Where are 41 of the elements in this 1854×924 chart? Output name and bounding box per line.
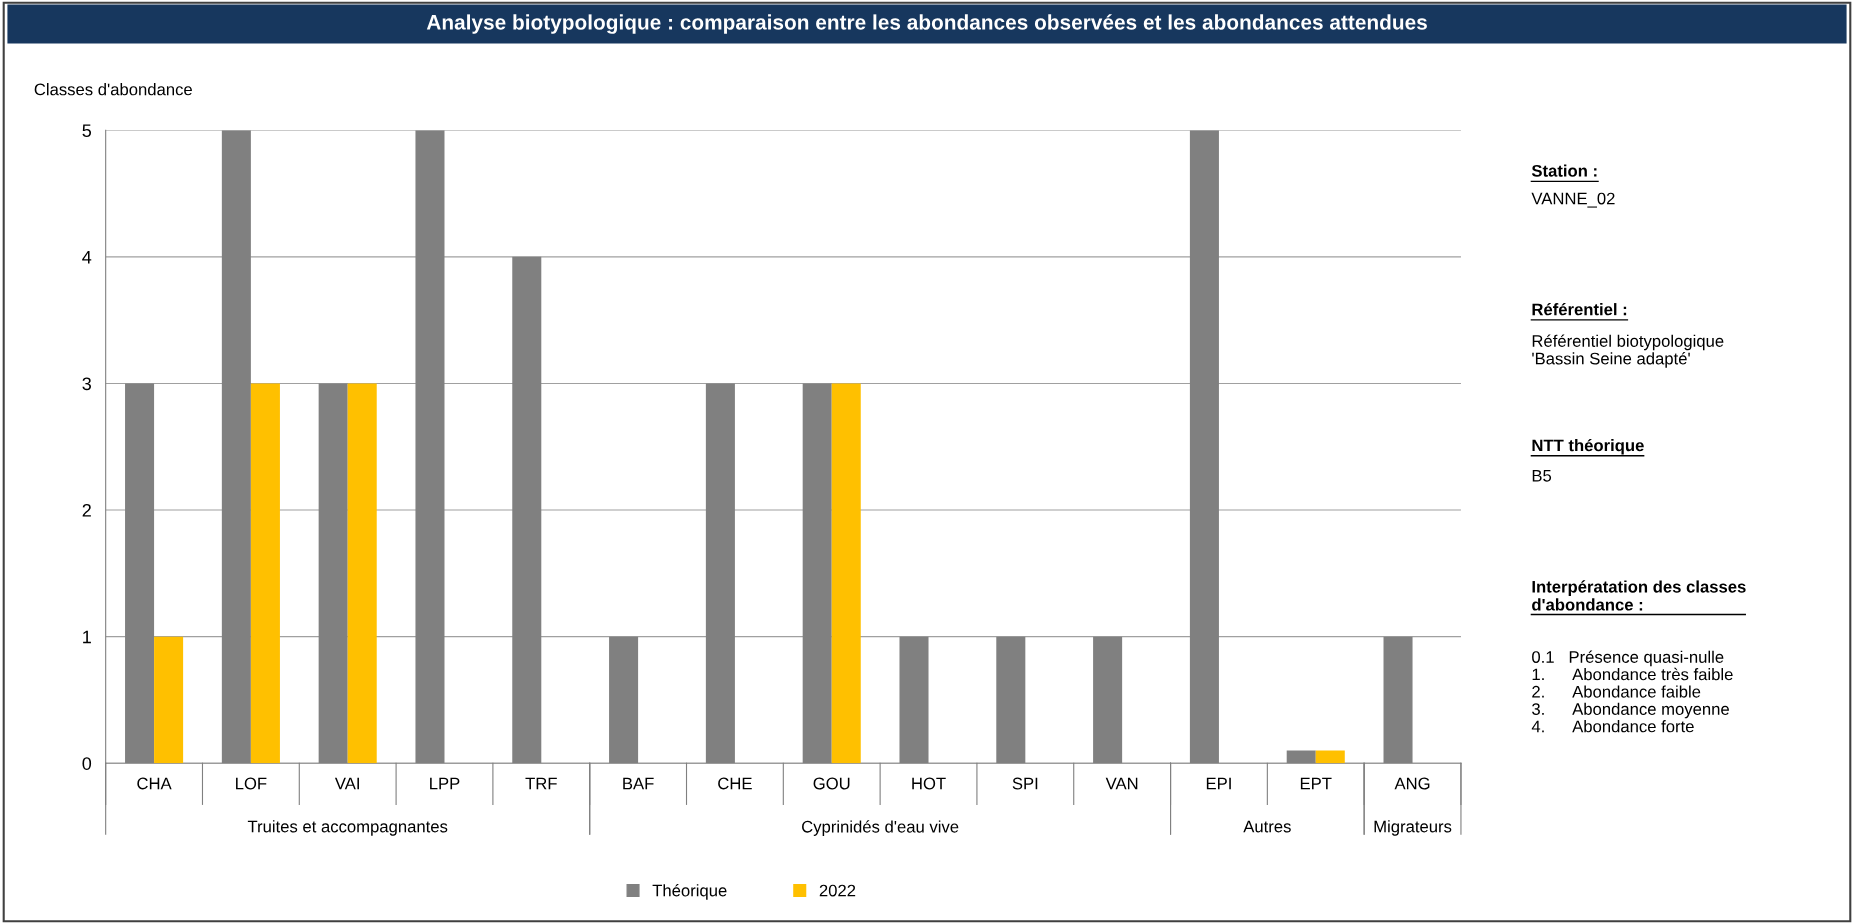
x-tick-label: VAN — [1105, 777, 1138, 790]
x-tick-label: TRF — [525, 777, 557, 790]
x-tick-label: LOF — [236, 777, 267, 790]
bar — [250, 383, 280, 764]
x-tick-label: ANG — [1394, 777, 1430, 790]
chart-title: Analyse biotypologique : comparaison entre les abondances observées et les abondances attendues — [426, 14, 1427, 34]
text: NTT théorique — [1532, 438, 1644, 455]
bar — [154, 636, 184, 764]
text: Truites et accompagnantes — [247, 820, 448, 836]
x-tick-label: CHE — [718, 777, 752, 790]
legend-label: 2022 — [819, 884, 856, 897]
x-tick-label: SPI — [1012, 777, 1038, 790]
legend-label: Théorique — [652, 884, 727, 900]
text: Référentiel biotypologique 'Bassin Seine adapté' — [1532, 334, 1724, 368]
text: Migrateurs — [1374, 820, 1452, 836]
text: Interpératation des classes d'abondance : — [1532, 580, 1746, 611]
bar — [831, 383, 861, 764]
x-tick-label: EPI — [1206, 777, 1231, 790]
x-tick-label: CHA — [137, 777, 172, 790]
y-tick-label: 2 — [82, 503, 91, 517]
text: B5 — [1532, 470, 1552, 482]
x-tick-label: EPT — [1300, 777, 1332, 790]
text: Autres — [1243, 820, 1291, 833]
text: Station : — [1531, 164, 1597, 177]
bar — [1315, 750, 1345, 764]
y-axis-title: Classes d'abondance — [34, 83, 192, 96]
x-tick-label: VAI — [334, 777, 359, 790]
x-tick-label: HOT — [912, 777, 946, 790]
text: Référentiel : — [1532, 302, 1627, 316]
y-tick-label: 4 — [82, 250, 92, 264]
text: 0.1 Présence quasi-nulle 1. Abondance très faible 2. Abondance faible 3. Abondance moyenne 4. Abondance forte — [1531, 650, 1733, 733]
text: Cyprinidés d'eau vive — [802, 820, 959, 836]
y-tick-label: 0 — [82, 757, 92, 770]
bar — [347, 383, 377, 764]
x-tick-label: BAF — [623, 777, 654, 790]
y-tick-label: 5 — [82, 124, 92, 137]
x-tick-label: GOU — [813, 777, 850, 790]
x-tick-label: LPP — [430, 777, 460, 790]
y-tick-label: 1 — [83, 630, 91, 644]
text: VANNE_02 — [1531, 192, 1615, 208]
y-tick-label: 3 — [82, 377, 91, 391]
